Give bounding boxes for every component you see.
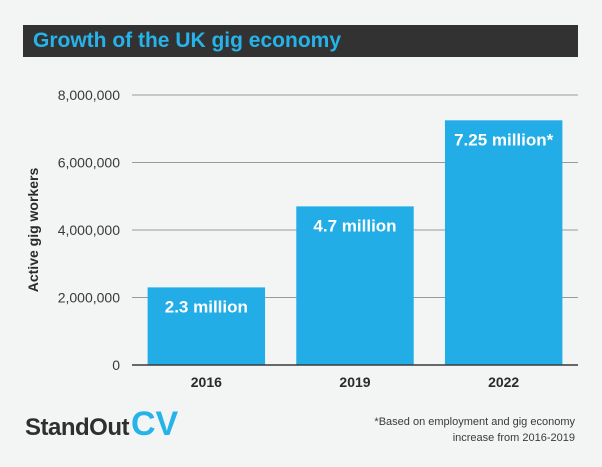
y-axis-title: Active gig workers [25, 168, 41, 293]
footnote: *Based on employment and gig economy inc… [374, 416, 575, 444]
x-tick-label: 2022 [488, 374, 519, 390]
brand-logo: StandOutCV [25, 406, 178, 449]
x-tick-label: 2016 [191, 374, 222, 390]
bar-2022 [444, 120, 563, 365]
bar-2019 [296, 206, 414, 365]
y-tick-label: 0 [112, 357, 120, 373]
title-bar: Growth of the UK gig economy [23, 25, 578, 57]
x-tick-label: 2019 [339, 374, 370, 390]
y-tick-label: 8,000,000 [58, 87, 120, 103]
data-label: 2.3 million [165, 297, 248, 316]
y-tick-label: 6,000,000 [58, 155, 120, 171]
brand-accent: CV [131, 405, 179, 443]
y-tick-label: 4,000,000 [58, 222, 120, 238]
data-label: 7.25 million* [454, 130, 554, 149]
y-tick-label: 2,000,000 [58, 290, 120, 306]
bar-chart: 0 2,000,000 4,000,000 6,000,000 8,000,000 Act… [25, 87, 578, 390]
bar-2016 [147, 287, 266, 365]
data-label: 4.7 million [313, 216, 396, 235]
brand-name: StandOut [25, 414, 130, 441]
chart-title: Growth of the UK gig economy [33, 29, 341, 52]
